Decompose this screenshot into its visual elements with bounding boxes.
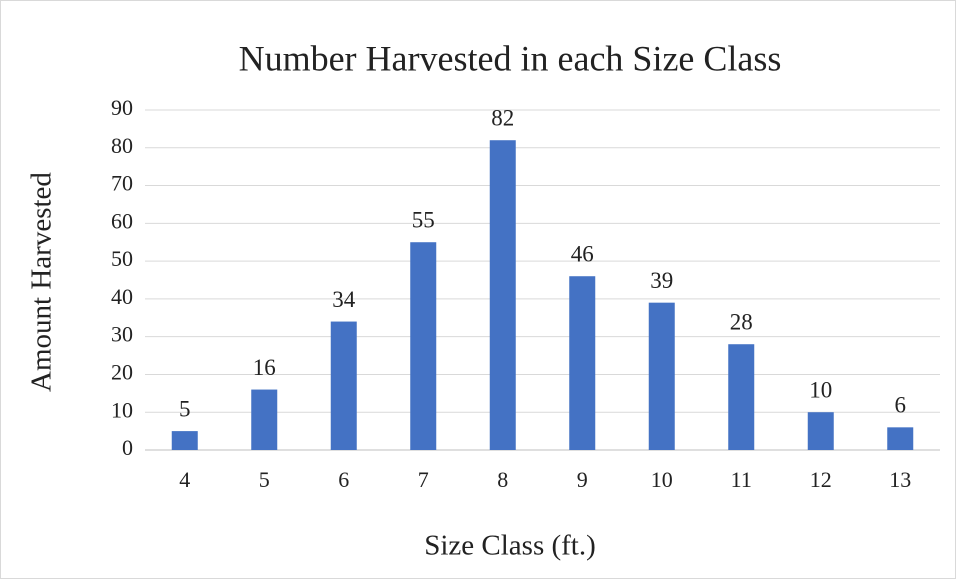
data-label: 55 [412,208,435,233]
bar [648,302,675,450]
x-tick-label: 10 [651,467,673,492]
bar [728,344,755,450]
x-tick-label: 5 [259,467,270,492]
data-label: 5 [179,396,191,421]
data-label: 28 [730,310,753,335]
bar [569,276,596,450]
bar [171,431,198,450]
x-axis-label: Size Class (ft.) [424,530,596,562]
data-label: 16 [253,355,276,380]
y-tick-label: 30 [111,322,133,347]
data-label: 34 [332,287,356,312]
x-tick-label: 13 [889,467,911,492]
y-tick-label: 50 [111,246,133,271]
bar [251,389,278,450]
x-tick-label: 4 [179,467,190,492]
chart-title: Number Harvested in each Size Class [239,38,782,78]
x-tick-label: 11 [731,467,752,492]
x-tick-label: 12 [810,467,832,492]
data-label: 10 [809,378,832,403]
x-tick-label: 8 [497,467,508,492]
y-tick-label: 40 [111,284,133,309]
data-label: 82 [491,106,514,131]
x-tick-label: 6 [338,467,349,492]
bar [489,140,516,450]
bar [330,321,357,450]
x-tick-label: 9 [577,467,588,492]
y-tick-label: 90 [111,95,133,120]
data-label: 39 [650,268,673,293]
y-tick-label: 60 [111,208,133,233]
data-label: 46 [571,242,594,267]
bar [807,412,834,450]
y-tick-label: 20 [111,359,133,384]
bar [887,427,914,450]
bar [410,242,437,450]
y-tick-label: 0 [122,435,133,460]
data-label: 6 [895,393,907,418]
x-tick-label: 7 [418,467,429,492]
y-axis-label: Amount Harvested [26,172,58,392]
y-tick-label: 70 [111,171,133,196]
y-tick-label: 10 [111,397,133,422]
y-tick-label: 80 [111,133,133,158]
